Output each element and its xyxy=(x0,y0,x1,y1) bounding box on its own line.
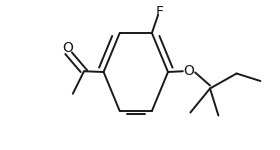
Text: O: O xyxy=(62,41,73,55)
Text: F: F xyxy=(155,5,164,19)
Text: O: O xyxy=(184,64,194,78)
